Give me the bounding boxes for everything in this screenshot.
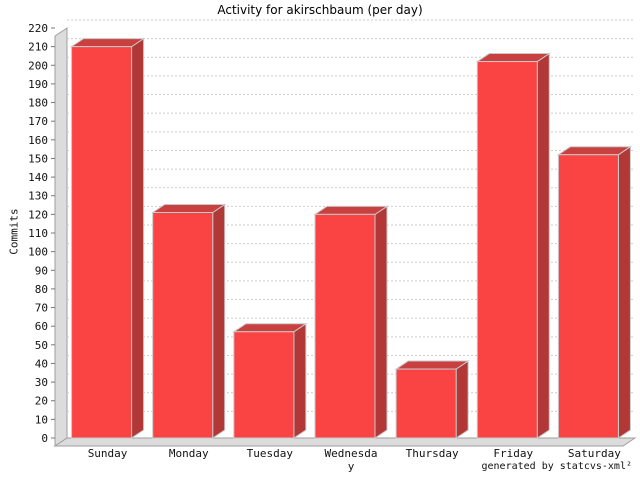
bar-friday (476, 61, 538, 439)
bar-top-saturday (556, 146, 633, 156)
x-axis-label-wednesday: Wednesda y (324, 447, 378, 473)
y-tick-label: 100 (28, 246, 48, 259)
y-tick-label: 190 (28, 78, 48, 91)
y-tick-label: 0 (41, 432, 48, 445)
bar-top-tuesday (232, 323, 308, 333)
y-tick-label: 170 (28, 115, 48, 128)
bar-side-friday (536, 52, 550, 439)
plot-wall-left (54, 27, 68, 447)
x-axis-label-tuesday: Tuesday (246, 447, 294, 460)
y-tick-label: 30 (35, 376, 48, 389)
bar-top-friday (475, 53, 551, 63)
bar-monday (152, 212, 214, 439)
y-tick-label: 40 (35, 357, 48, 370)
bar-side-sunday (131, 37, 145, 439)
y-tick-label: 120 (28, 208, 48, 221)
y-tick-label: 60 (35, 320, 48, 333)
bar-top-monday (151, 204, 227, 213)
y-tick-label: 20 (35, 395, 48, 408)
y-tick-label: 210 (28, 41, 48, 54)
y-tick-label: 70 (35, 302, 48, 315)
y-tick-label: 180 (28, 97, 48, 110)
x-axis-label-saturday: Saturday (567, 447, 621, 460)
x-axis-label-friday: Friday (493, 447, 534, 460)
bar-wednesday (314, 213, 376, 439)
bar-saturday (557, 154, 619, 439)
bar-thursday (395, 368, 457, 439)
y-tick-label: 220 (28, 22, 48, 35)
bar-top-sunday (69, 38, 146, 48)
y-tick-label: 90 (35, 264, 48, 277)
y-tick-label: 160 (28, 134, 48, 147)
y-tick-label: 110 (28, 227, 48, 240)
bar-side-tuesday (293, 322, 307, 439)
y-tick-label: 140 (28, 171, 48, 184)
bar-side-saturday (617, 145, 631, 439)
bar-top-thursday (394, 360, 470, 370)
bar-side-thursday (455, 360, 469, 439)
bar-sunday (71, 46, 133, 439)
x-axis-label-thursday: Thursday (405, 447, 459, 460)
y-tick-label: 130 (28, 190, 48, 203)
y-tick-label: 50 (35, 339, 48, 352)
chart-title: Activity for akirschbaum (per day) (217, 3, 423, 17)
bar-top-wednesday (313, 205, 389, 215)
y-tick-label: 10 (35, 413, 48, 426)
bar-side-monday (212, 203, 226, 439)
y-tick-label: 200 (28, 59, 48, 72)
bar-side-wednesday (374, 205, 388, 439)
generator-credit: generated by statcvs-xml² (481, 461, 632, 472)
y-tick-label: 80 (35, 283, 48, 296)
y-tick-label: 150 (28, 152, 48, 165)
plot-floor (53, 437, 637, 447)
x-axis-label-monday: Monday (168, 447, 209, 460)
bar-tuesday (233, 331, 295, 439)
x-axis-label-sunday: Sunday (87, 447, 128, 460)
